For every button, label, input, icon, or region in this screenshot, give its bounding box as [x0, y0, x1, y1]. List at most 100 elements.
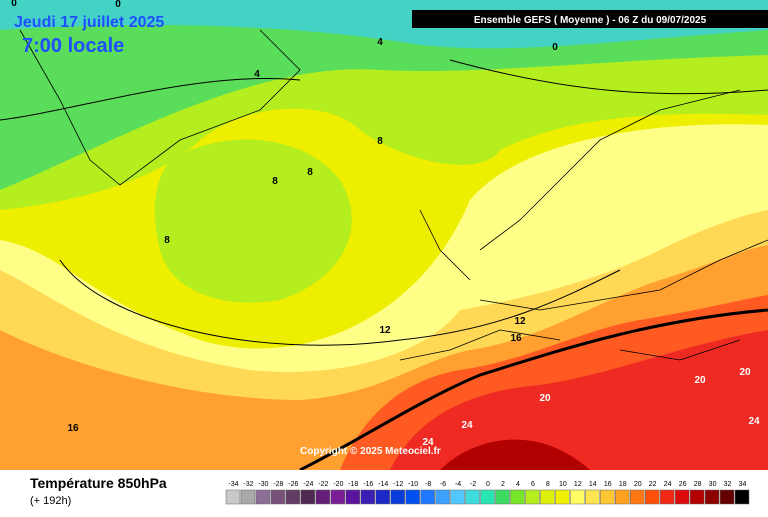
- scale-swatch: [570, 489, 585, 505]
- scale-swatch: [450, 489, 465, 505]
- contour-label: 20: [739, 367, 751, 378]
- scale-label: -20: [333, 481, 343, 488]
- legend-subtitle: (+ 192h): [30, 495, 71, 507]
- scale-label: 12: [574, 481, 582, 488]
- scale-label: 28: [694, 481, 702, 488]
- scale-swatch: [465, 489, 480, 505]
- scale-swatch: [734, 489, 750, 505]
- scale-swatch: [689, 489, 705, 505]
- contour-label: 16: [510, 333, 522, 344]
- contour-label: 8: [377, 136, 383, 147]
- scale-swatch: [615, 489, 630, 505]
- scale-label: -32: [243, 481, 253, 488]
- scale-label: 8: [546, 481, 550, 488]
- scale-label: 6: [531, 481, 535, 488]
- scale-label: 14: [589, 481, 597, 488]
- scale-swatch: [390, 489, 405, 505]
- scale-swatch: [600, 489, 615, 505]
- scale-label: -4: [455, 481, 461, 488]
- temperature-field: [0, 0, 768, 472]
- scale-label: -18: [348, 481, 358, 488]
- scale-swatch: [659, 489, 675, 505]
- contour-label: 12: [379, 325, 391, 336]
- contour-label: 20: [694, 375, 706, 386]
- contour-label: 12: [514, 316, 526, 327]
- scale-swatch: [510, 489, 525, 505]
- scale-swatch: [644, 489, 660, 505]
- scale-label: 34: [739, 481, 747, 488]
- scale-label: 30: [709, 481, 717, 488]
- scale-swatch: [435, 489, 450, 505]
- header-bar: [412, 10, 768, 28]
- scale-swatch: [345, 489, 360, 505]
- scale-swatch: [719, 489, 735, 505]
- scale-label: 4: [516, 481, 520, 488]
- scale-label: -28: [273, 481, 283, 488]
- scale-swatch: [225, 489, 241, 505]
- scale-label: -12: [393, 481, 403, 488]
- scale-label: -16: [363, 481, 373, 488]
- scale-label: 16: [604, 481, 612, 488]
- scale-swatch: [300, 489, 316, 505]
- scale-label: 22: [649, 481, 657, 488]
- scale-label: -24: [303, 481, 313, 488]
- scale-label: -8: [425, 481, 431, 488]
- scale-label: -6: [440, 481, 446, 488]
- contour-label: 8: [272, 176, 278, 187]
- contour-label: 8: [164, 235, 170, 246]
- contour-labels: 0 0 4 0 4 8 8 8 8 12 12 16 20 20 20 24 24 24 16: [11, 0, 760, 448]
- contour-label: 8: [307, 167, 313, 178]
- run-header: Ensemble GEFS ( Moyenne ) - 06 Z du 09/0…: [474, 15, 707, 26]
- scale-swatch: [704, 489, 720, 505]
- contour-label: 0: [552, 42, 558, 53]
- scale-label: -30: [258, 481, 268, 488]
- scale-label: 32: [724, 481, 732, 488]
- scale-label: 26: [679, 481, 687, 488]
- scale-label: 18: [619, 481, 627, 488]
- scale-swatch: [360, 489, 375, 505]
- contour-label: 4: [377, 37, 383, 48]
- scale-swatch: [629, 489, 645, 505]
- contour-label: 24: [461, 420, 473, 431]
- scale-swatch: [315, 489, 331, 505]
- scale-swatch: [585, 489, 600, 505]
- scale-swatch: [540, 489, 555, 505]
- contour-label: 24: [422, 437, 434, 448]
- forecast-date: Jeudi 17 juillet 2025: [14, 14, 164, 31]
- scale-label: 24: [664, 481, 672, 488]
- forecast-time: 7:00 locale: [22, 35, 124, 57]
- color-scale: -34 -32 -30 -28 -26 -24 -22 -20 -18 -16 -14 -12 -10-…: [225, 481, 750, 505]
- scale-label: -14: [378, 481, 388, 488]
- copyright: Copyright © 2025 Meteociel.fr: [300, 446, 441, 457]
- scale-swatch: [674, 489, 690, 505]
- contour-label: 16: [67, 423, 79, 434]
- scale-swatch: [525, 489, 540, 505]
- scale-label: -2: [470, 481, 476, 488]
- scale-swatch: [480, 489, 495, 505]
- contour-label: 0: [11, 0, 17, 9]
- scale-label: 2: [501, 481, 505, 488]
- scale-label: -26: [288, 481, 298, 488]
- scale-swatch: [240, 489, 256, 505]
- scale-swatch: [555, 489, 570, 505]
- scale-label: 10: [559, 481, 567, 488]
- contour-label: 20: [539, 393, 551, 404]
- scale-swatch: [405, 489, 420, 505]
- scale-swatch: [495, 489, 510, 505]
- scale-swatch: [375, 489, 390, 505]
- scale-swatch: [270, 489, 286, 505]
- scale-swatch: [255, 489, 271, 505]
- contour-label: 24: [748, 416, 760, 427]
- scale-swatch: [420, 489, 435, 505]
- scale-label: 0: [486, 481, 490, 488]
- contour-label: 0: [115, 0, 121, 10]
- scale-label: -34: [228, 481, 238, 488]
- scale-swatch: [285, 489, 301, 505]
- scale-label: -22: [318, 481, 328, 488]
- scale-label: -10: [408, 481, 418, 488]
- legend-title: Température 850hPa: [30, 475, 167, 491]
- scale-swatch: [330, 489, 346, 505]
- scale-label: 20: [634, 481, 642, 488]
- contour-label: 4: [254, 69, 260, 80]
